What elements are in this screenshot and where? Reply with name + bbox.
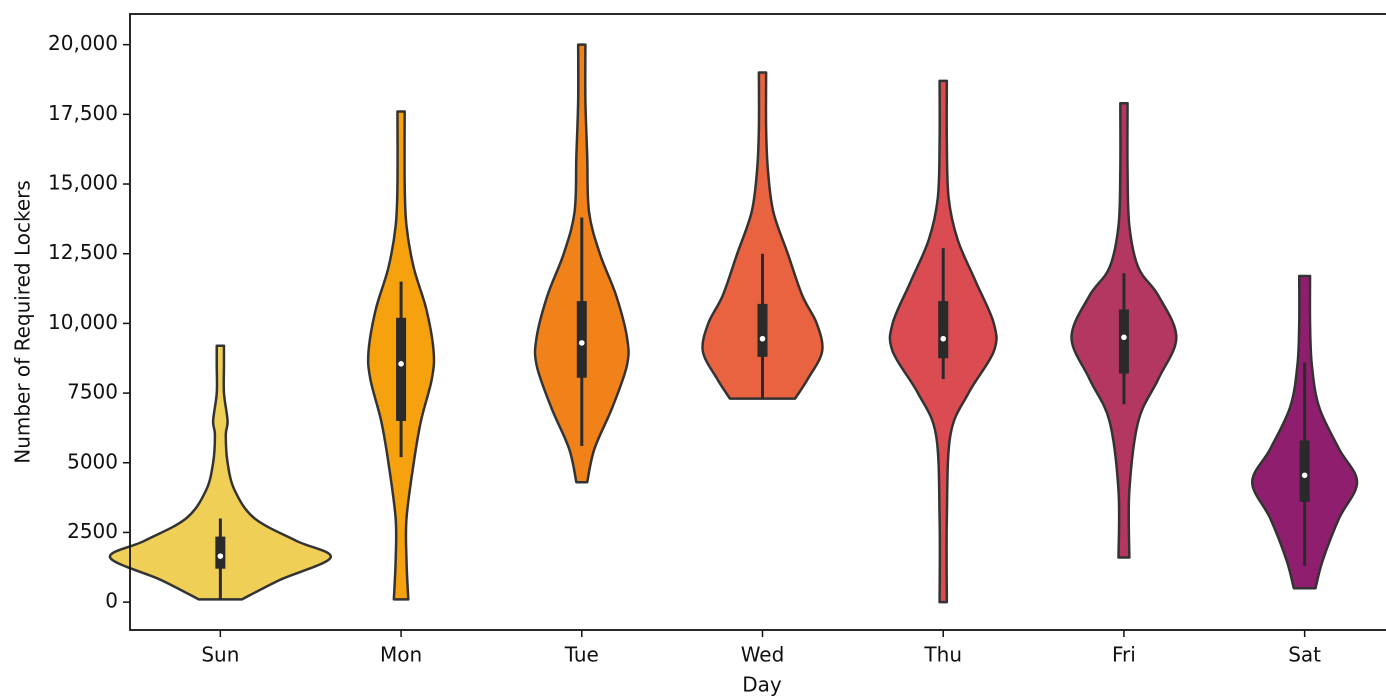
box	[1118, 309, 1129, 374]
violin	[701, 71, 824, 400]
x-tick-label: Thu	[923, 643, 962, 667]
x-tick-label: Sat	[1288, 643, 1321, 667]
y-tick-label: 15,000	[48, 171, 118, 195]
y-tick-label: 12,500	[48, 240, 118, 264]
x-tick-label: Fri	[1112, 643, 1136, 667]
violin	[108, 344, 332, 601]
x-tick-label: Mon	[380, 643, 422, 667]
y-tick-label: 20,000	[48, 31, 118, 55]
median	[578, 340, 585, 346]
box	[396, 317, 407, 421]
box	[576, 301, 587, 378]
median	[217, 553, 224, 559]
y-tick-label: 5000	[67, 449, 118, 473]
y-tick-label: 2500	[67, 519, 118, 543]
y-axis-label: Number of Required Lockers	[11, 180, 35, 464]
y-tick-label: 7500	[67, 380, 118, 404]
y-tick-label: 0	[105, 589, 118, 613]
y-tick-label: 10,000	[48, 310, 118, 334]
plot-frame	[129, 13, 1386, 631]
y-tick-label: 17,500	[48, 101, 118, 125]
median	[398, 361, 404, 367]
box	[215, 536, 226, 569]
median	[1121, 334, 1127, 341]
box	[757, 303, 768, 357]
x-axis-label: Day	[742, 673, 782, 697]
median	[1301, 472, 1308, 479]
median	[940, 335, 947, 342]
box	[938, 301, 949, 359]
x-tick-label: Tue	[564, 643, 599, 667]
x-tick-label: Sun	[201, 643, 239, 667]
median	[759, 335, 766, 342]
x-tick-label: Wed	[741, 643, 785, 667]
box	[1299, 440, 1310, 502]
